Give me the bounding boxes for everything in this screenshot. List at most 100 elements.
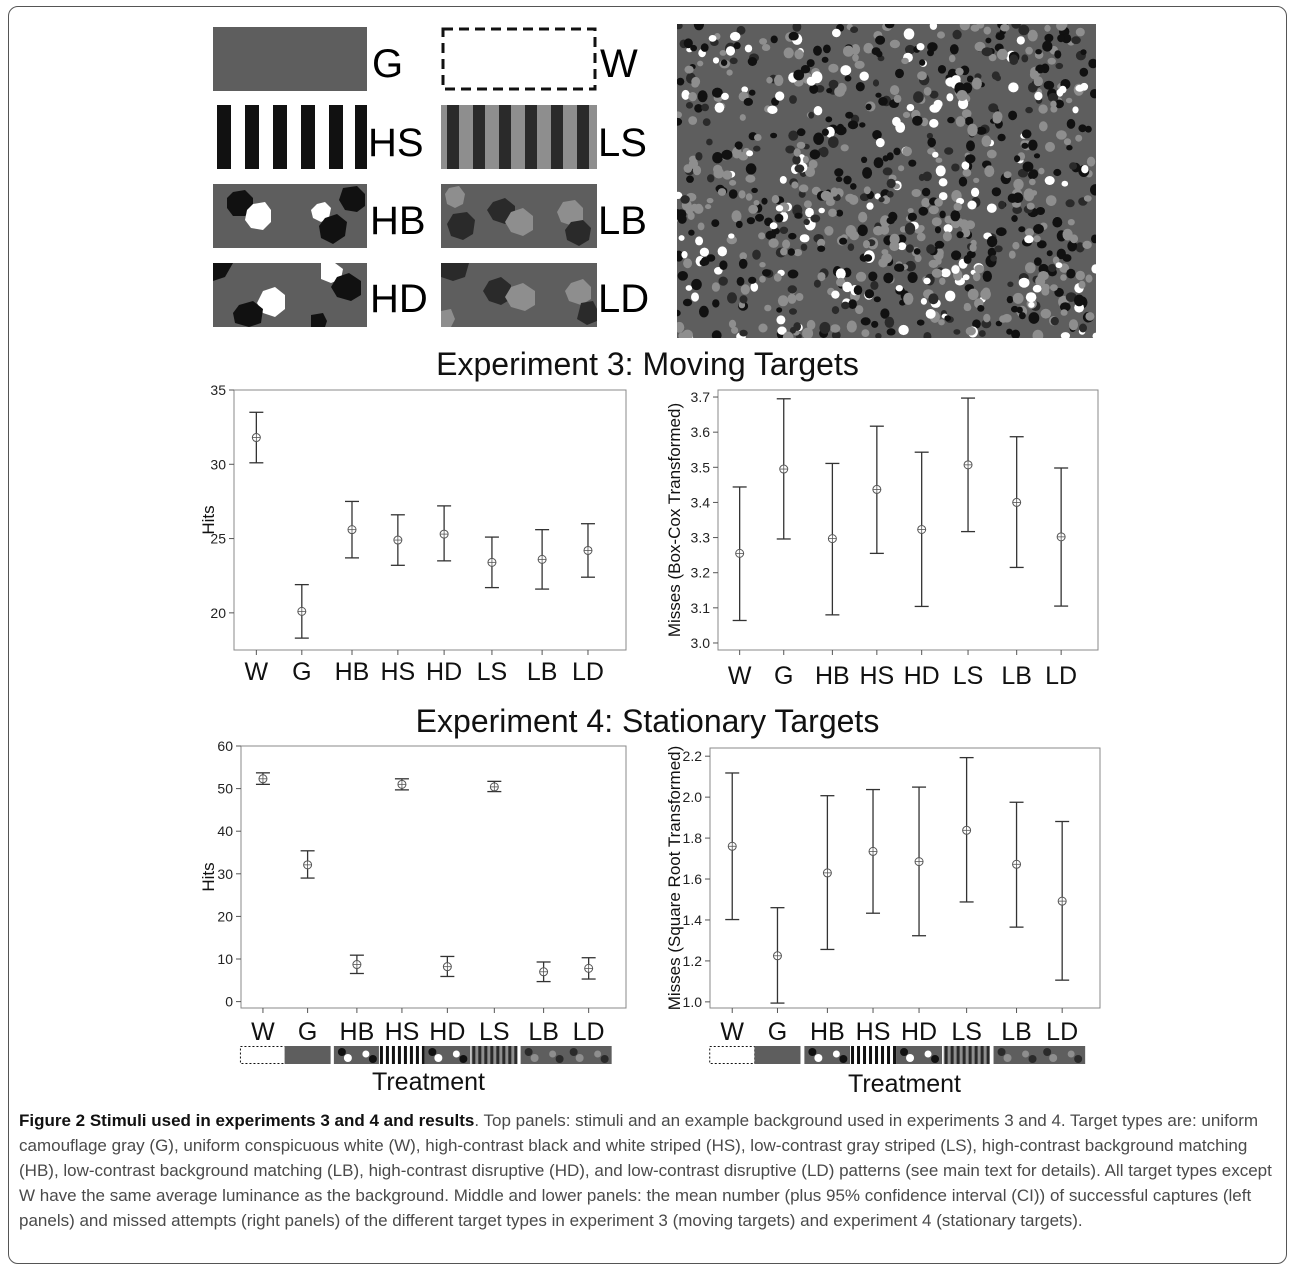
x-tick-label: W — [245, 658, 269, 686]
caption-heading: Figure 2 Stimuli used in experiments 3 a… — [19, 1111, 475, 1130]
y-tick-label: 40 — [217, 823, 233, 839]
thumb-ld — [565, 1046, 612, 1064]
y-tick-label: 3.5 — [691, 459, 711, 475]
x-tick-label: G — [768, 1018, 787, 1046]
y-tick-label: 1.4 — [683, 912, 703, 928]
y-tick-label: 3.1 — [691, 600, 711, 616]
chart-exp4-misses: 1.0 1.2 1.4 1.6 1.8 2.0 2.2 Misses (Square Root… — [658, 738, 1108, 1068]
thumb-ld — [1039, 1046, 1086, 1064]
thumb-lb — [520, 1046, 567, 1064]
x-tick-label: G — [292, 658, 311, 686]
thumb-ls — [943, 1046, 990, 1064]
x-tick-label: HB — [810, 1018, 845, 1046]
x-tick-label: HD — [904, 662, 940, 690]
x-tick-label: W — [720, 1018, 744, 1046]
y-tick-label: 2.2 — [683, 748, 703, 764]
y-tick-label: 1.0 — [683, 994, 703, 1010]
x-tick-label: LB — [528, 1018, 559, 1046]
y-tick-label: 3.0 — [691, 635, 711, 651]
chart-exp4-hits: 0 10 20 30 40 50 60 Hits W G HB HS HD LS LB LD — [180, 738, 640, 1068]
x-tick-label: LD — [1046, 1018, 1078, 1046]
plot-frame — [240, 745, 627, 1009]
thumb-hb — [804, 1046, 851, 1064]
label-ls: LS — [598, 121, 647, 165]
stimulus-lb — [441, 184, 597, 248]
x-tick-label: HS — [856, 1018, 891, 1046]
y-axis-label: Hits — [199, 862, 218, 891]
plot-frame — [709, 747, 1101, 1009]
y-tick-label: 1.2 — [683, 953, 703, 969]
x-tick-label: HS — [385, 1018, 420, 1046]
x-axis-label-left: Treatment — [372, 1068, 486, 1096]
x-tick-label: LD — [1045, 662, 1077, 690]
x-tick-label: HS — [380, 658, 415, 686]
thumb-hs — [850, 1046, 897, 1064]
stimulus-hb — [213, 184, 367, 248]
x-tick-label: LS — [951, 1018, 982, 1046]
thumb-hd — [424, 1046, 471, 1064]
x-tick-label: HD — [426, 658, 462, 686]
chart-exp3-misses: 3.0 3.1 3.2 3.3 3.4 3.5 3.6 3.7 Misses (Box-Cox … — [658, 382, 1108, 692]
x-tick-label: LB — [1001, 1018, 1032, 1046]
plot-frame — [717, 389, 1099, 651]
thumb-hb — [333, 1046, 380, 1064]
figure-caption: Figure 2 Stimuli used in experiments 3 a… — [19, 1108, 1281, 1233]
y-tick-label: 3.3 — [691, 530, 711, 546]
thumb-lb — [993, 1046, 1040, 1064]
thumb-w — [709, 1046, 756, 1064]
background-dot — [677, 309, 681, 317]
x-tick-label: LS — [479, 1018, 510, 1046]
label-w: W — [600, 42, 638, 86]
x-tick-label: HB — [335, 658, 370, 686]
y-tick-label: 1.6 — [683, 871, 703, 887]
stimulus-ld — [441, 263, 597, 327]
chart-exp3-hits: 20 25 30 35 Hits W G HB HS HD LS LB LD — [180, 382, 640, 692]
stimulus-w — [441, 27, 597, 91]
label-g: G — [372, 42, 404, 86]
x-tick-label: HD — [901, 1018, 937, 1046]
caption-body: . Top panels: stimuli and an example bac… — [19, 1111, 1272, 1230]
stimulus-ls — [441, 105, 597, 169]
x-tick-label: LB — [1001, 662, 1032, 690]
stimulus-hs — [213, 105, 367, 169]
stimulus-g — [213, 27, 367, 91]
y-tick-label: 60 — [217, 738, 233, 754]
x-tick-label: HB — [340, 1018, 375, 1046]
x-tick-label: W — [728, 662, 752, 690]
y-tick-label: 3.6 — [691, 424, 711, 440]
label-hb: HB — [370, 199, 426, 243]
x-tick-label: W — [251, 1018, 275, 1046]
y-axis-label: Misses (Square Root Transformed) — [665, 746, 684, 1011]
y-tick-label: 1.8 — [683, 830, 703, 846]
x-tick-label: HB — [815, 662, 850, 690]
x-tick-label: G — [774, 662, 793, 690]
x-tick-label: LD — [573, 1018, 605, 1046]
y-axis-label: Misses (Box-Cox Transformed) — [665, 403, 684, 637]
x-tick-label: LB — [527, 658, 558, 686]
experiment-4-title: Experiment 4: Stationary Targets — [415, 703, 880, 739]
example-background — [677, 24, 1096, 338]
thumb-ls — [471, 1046, 518, 1064]
label-hs: HS — [368, 121, 424, 165]
thumb-w — [239, 1046, 286, 1064]
y-tick-label: 30 — [217, 866, 233, 882]
y-tick-label: 3.4 — [691, 494, 711, 510]
y-tick-label: 50 — [217, 781, 233, 797]
y-tick-label: 3.7 — [691, 389, 711, 405]
x-tick-label: LS — [477, 658, 508, 686]
y-tick-label: 10 — [217, 951, 233, 967]
thumb-g — [754, 1046, 801, 1064]
y-tick-label: 3.2 — [691, 565, 711, 581]
thumb-hs — [378, 1046, 425, 1064]
x-tick-label: LD — [572, 658, 604, 686]
label-ld: LD — [598, 277, 650, 321]
figure-frame — [8, 6, 1287, 1264]
y-tick-label: 2.0 — [683, 789, 703, 805]
experiment-3-title: Experiment 3: Moving Targets — [436, 346, 859, 382]
x-axis-label-right: Treatment — [848, 1070, 962, 1098]
y-tick-label: 25 — [210, 531, 226, 547]
x-tick-label: HS — [859, 662, 894, 690]
x-tick-label: HD — [429, 1018, 465, 1046]
x-tick-label: G — [298, 1018, 317, 1046]
y-tick-label: 20 — [210, 605, 226, 621]
